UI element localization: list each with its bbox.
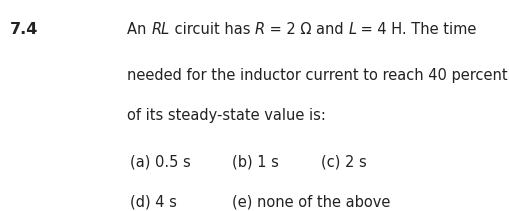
Text: An: An [127, 22, 151, 37]
Text: (b) 1 s: (b) 1 s [232, 154, 278, 169]
Text: L: L [348, 22, 356, 37]
Text: of its steady-state value is:: of its steady-state value is: [127, 108, 326, 123]
Text: (c) 2 s: (c) 2 s [321, 154, 366, 169]
Text: 7.4: 7.4 [10, 22, 39, 37]
Text: R: R [254, 22, 265, 37]
Text: (a) 0.5 s: (a) 0.5 s [130, 154, 190, 169]
Text: = 4 H. The time: = 4 H. The time [356, 22, 476, 37]
Text: (d) 4 s: (d) 4 s [130, 194, 177, 209]
Text: circuit has: circuit has [169, 22, 254, 37]
Text: = 2 Ω and: = 2 Ω and [265, 22, 348, 37]
Text: RL: RL [151, 22, 169, 37]
Text: needed for the inductor current to reach 40 percent: needed for the inductor current to reach… [127, 68, 507, 83]
Text: (e) none of the above: (e) none of the above [232, 194, 390, 209]
